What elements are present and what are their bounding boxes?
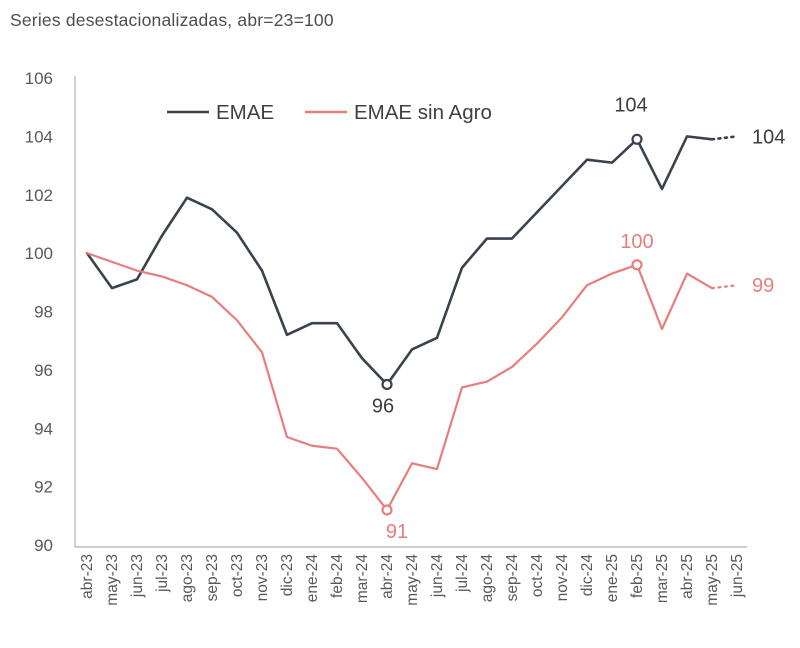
x-tick-label: oct-23 xyxy=(229,554,246,597)
x-tick-label: may-24 xyxy=(404,554,421,606)
y-tick-label: 90 xyxy=(34,536,53,555)
legend-label: EMAE sin Agro xyxy=(354,101,492,124)
legend-item-emae-sin-agro: EMAE sin Agro xyxy=(305,101,492,124)
x-tick-label: oct-24 xyxy=(529,554,546,597)
x-tick-label: feb-25 xyxy=(629,554,646,598)
x-tick-label: jun-25 xyxy=(729,554,746,598)
emae-sin-agro-end-label: 99 xyxy=(752,275,774,297)
x-tick-label: abr-24 xyxy=(379,554,396,599)
emae-end-label: 104 xyxy=(752,126,785,148)
emae-sin-agro-projection-line xyxy=(710,284,739,290)
x-tick-label: ene-24 xyxy=(304,554,321,603)
emae-sin-agro-marker xyxy=(631,259,643,271)
legend-label: EMAE xyxy=(216,101,274,124)
x-tick-label: dic-24 xyxy=(579,554,596,597)
emae-projection-line xyxy=(710,135,739,141)
x-tick-label: feb-24 xyxy=(329,554,346,598)
y-tick-label: 92 xyxy=(34,478,53,497)
x-tick-label: abr-23 xyxy=(79,554,96,599)
y-tick-label: 104 xyxy=(25,127,53,146)
emae-marker xyxy=(631,133,643,145)
emae-value-label: 96 xyxy=(372,395,394,417)
y-tick-label: 100 xyxy=(25,244,53,263)
x-tick-label: ago-23 xyxy=(179,554,196,602)
emae-sin-agro-line xyxy=(85,252,714,512)
x-tick-label: jul-24 xyxy=(454,554,471,593)
emae-sin-agro-marker xyxy=(381,504,393,516)
x-tick-label: ago-24 xyxy=(479,554,496,603)
chart-title: Series desestacionalizadas, abr=23=100 xyxy=(10,10,334,30)
y-tick-label: 98 xyxy=(34,303,53,322)
y-tick-label: 96 xyxy=(34,361,53,380)
x-tick-label: may-23 xyxy=(104,554,121,606)
x-tick-label: abr-25 xyxy=(679,554,696,599)
x-tick-label: dic-23 xyxy=(279,554,296,596)
y-tick-label: 94 xyxy=(34,419,53,438)
emae-line xyxy=(85,135,714,386)
x-tick-label: mar-25 xyxy=(654,554,671,603)
emae-sin-agro-value-label: 91 xyxy=(386,521,408,543)
emae-marker xyxy=(381,378,393,391)
x-tick-label: sep-23 xyxy=(204,554,221,601)
x-tick-label: jun-23 xyxy=(129,554,146,598)
x-tick-label: nov-23 xyxy=(254,554,271,601)
y-tick-label: 102 xyxy=(25,186,53,205)
x-tick-label: jul-23 xyxy=(154,554,171,593)
y-tick-label: 106 xyxy=(25,69,53,88)
legend-item-emae: EMAE xyxy=(167,101,274,124)
x-tick-label: sep-24 xyxy=(504,554,521,602)
x-tick-label: ene-25 xyxy=(604,554,621,602)
x-tick-label: may-25 xyxy=(704,554,721,606)
emae-value-label: 104 xyxy=(614,94,647,116)
x-tick-label: mar-24 xyxy=(354,554,371,603)
emae-sin-agro-value-label: 100 xyxy=(620,231,653,253)
x-tick-label: jun-24 xyxy=(429,554,446,598)
x-tick-label: nov-24 xyxy=(554,554,571,602)
